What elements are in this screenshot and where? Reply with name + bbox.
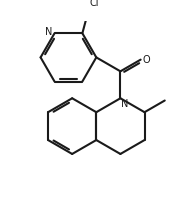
Text: Cl: Cl <box>90 0 99 8</box>
Text: N: N <box>45 27 52 37</box>
Text: O: O <box>142 55 150 65</box>
Text: N: N <box>121 99 129 109</box>
